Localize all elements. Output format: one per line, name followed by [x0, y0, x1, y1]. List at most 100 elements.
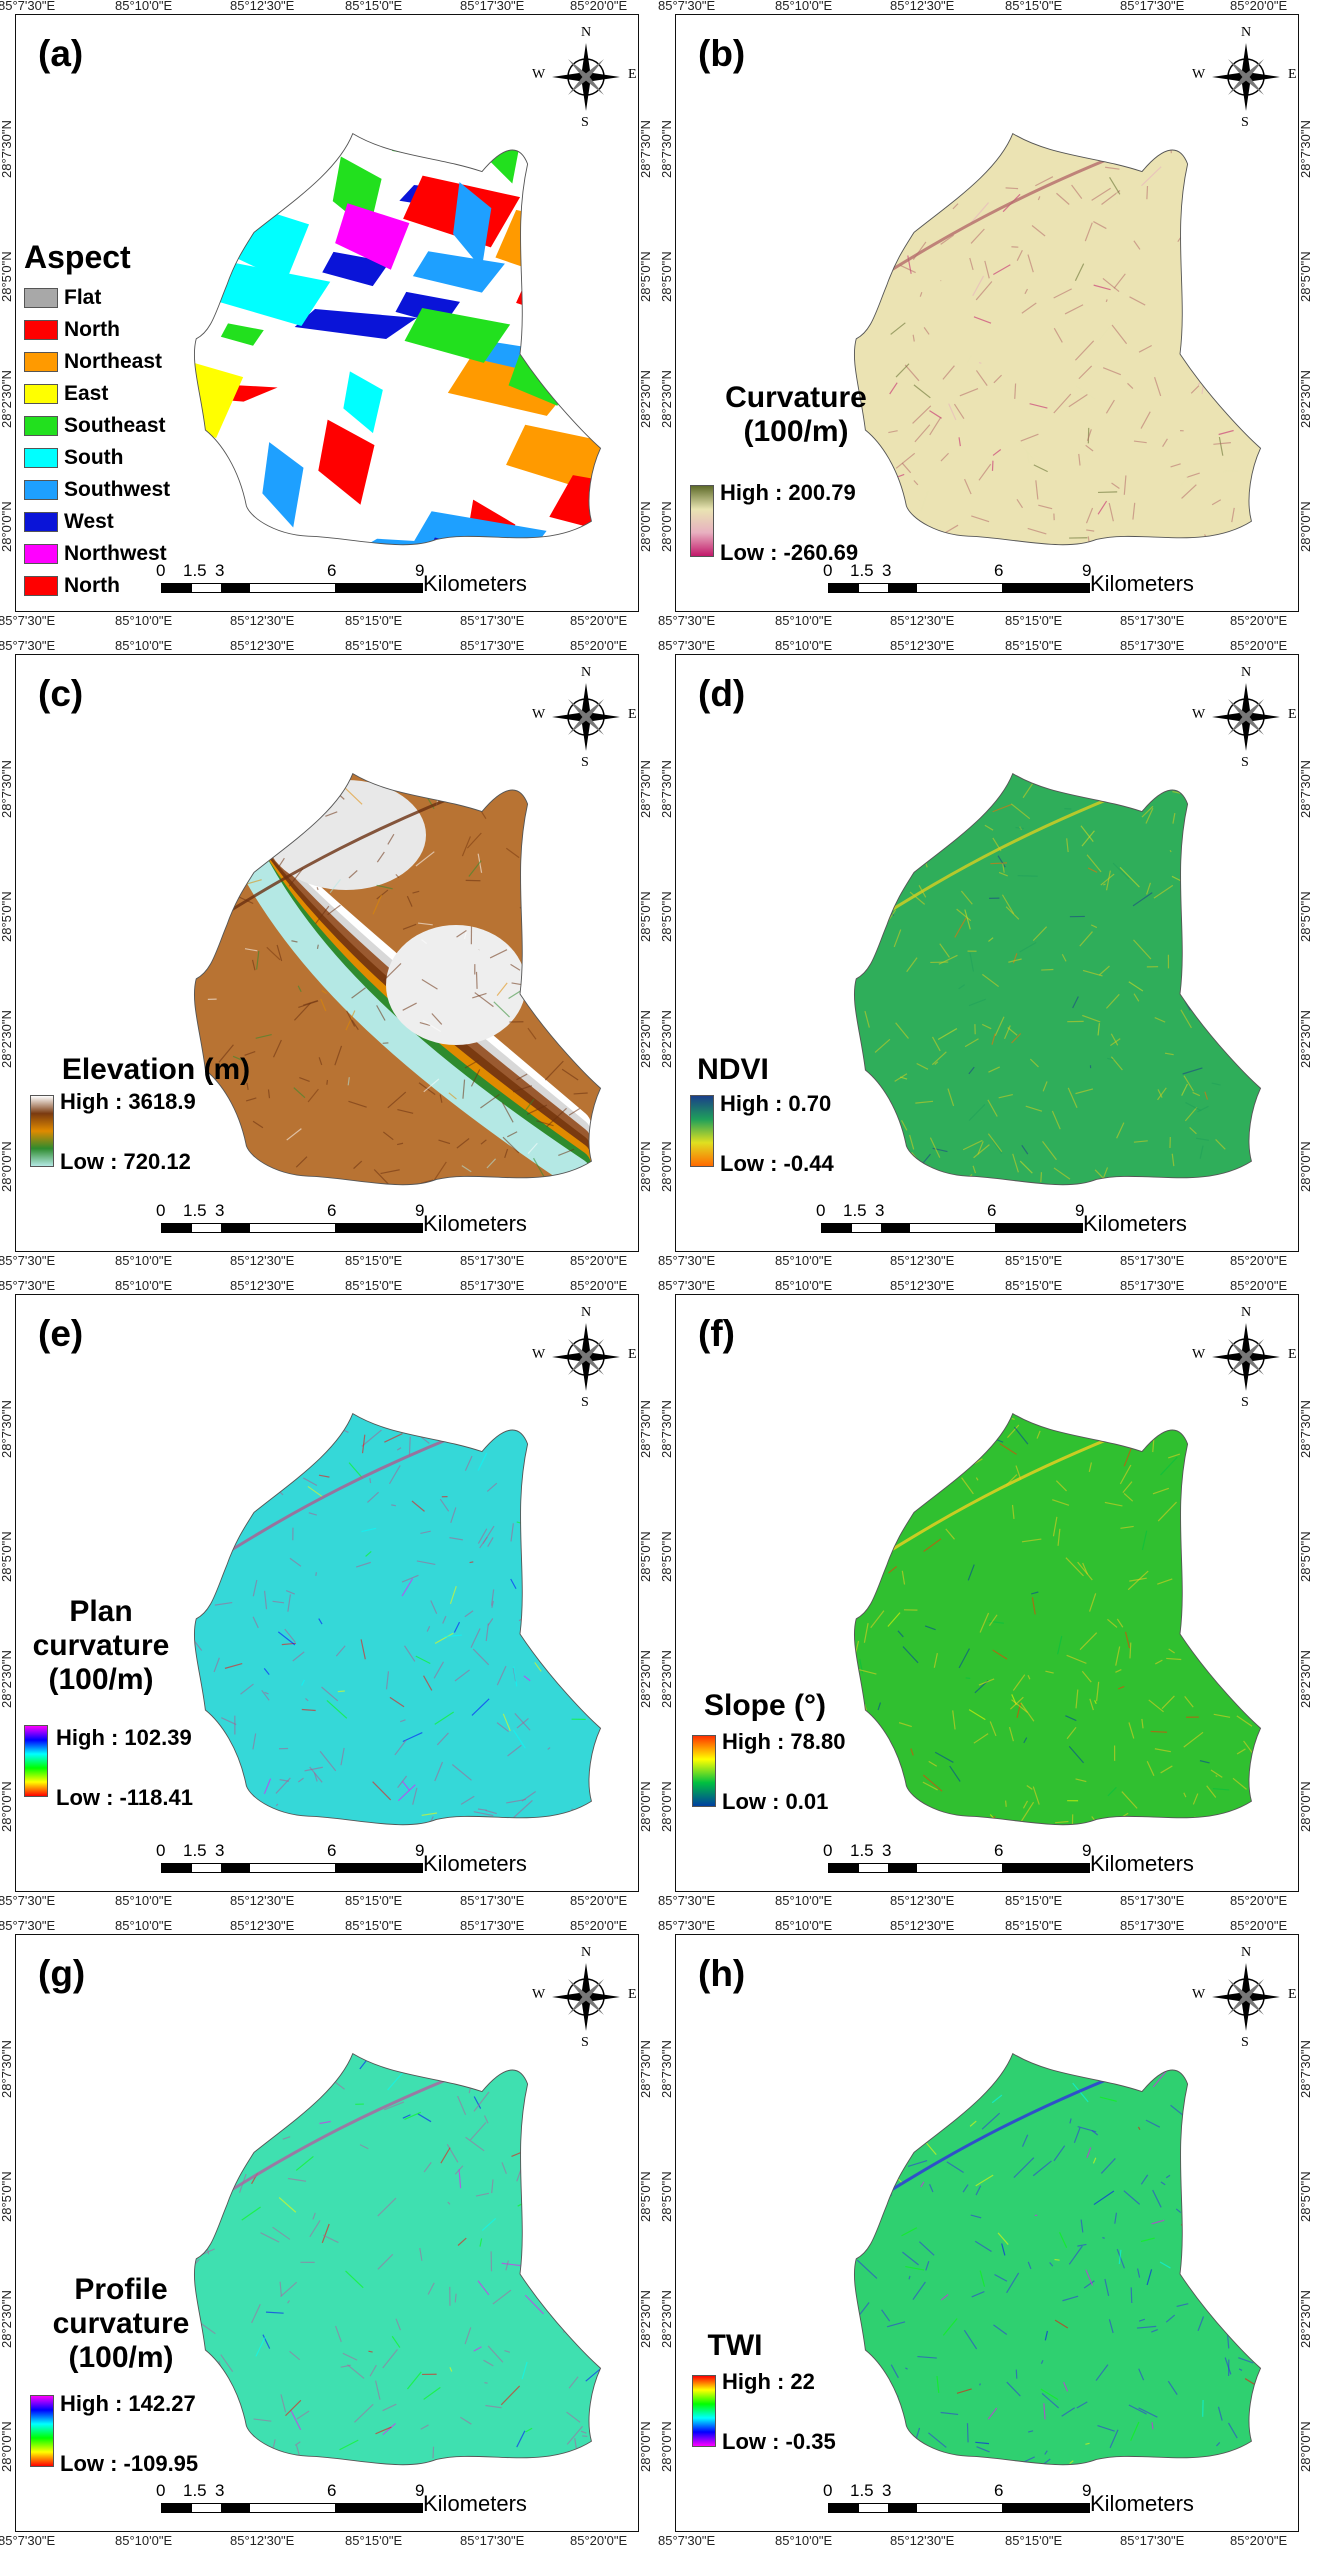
panel-label: (b): [698, 33, 746, 74]
longitude-tick-top: 85°20'0"E: [1230, 0, 1288, 13]
legend-low-label: Low : -0.44: [720, 1151, 834, 1176]
longitude-tick-top: 85°17'30"E: [1120, 1918, 1185, 1933]
legend-color-ramp: [24, 1725, 48, 1797]
latitude-tick-left: 28°7'30"N: [0, 2040, 14, 2098]
compass-e-label: E: [1288, 67, 1297, 82]
legend-high-label: High : 0.70: [720, 1091, 832, 1116]
longitude-tick-top: 85°10'0"E: [775, 1278, 833, 1293]
longitude-tick-top: 85°20'0"E: [570, 638, 628, 653]
legend-low-label: Low : 0.01: [722, 1789, 829, 1814]
longitude-tick-bottom: 85°12'30"E: [230, 1893, 295, 1908]
scale-segment: [1002, 583, 1090, 593]
latitude-tick-right: 28°7'30"N: [638, 1400, 653, 1458]
longitude-tick-bottom: 85°17'30"E: [1120, 2533, 1185, 2548]
map-canvas: [853, 2052, 1262, 2466]
latitude-tick-left: 28°2'30"N: [659, 1010, 674, 1068]
latitude-tick-left: 28°0'0"N: [659, 2421, 674, 2472]
scale-unit: Kilometers: [423, 1851, 527, 1876]
scale-label: 1.5: [183, 2481, 207, 2500]
legend-color-ramp: [692, 1735, 716, 1807]
latitude-tick-right: 28°5'0"N: [1298, 251, 1313, 302]
scale-label: 9: [1082, 1841, 1092, 1860]
scale-segment: [335, 2503, 423, 2513]
longitude-tick-top: 85°10'0"E: [115, 1278, 173, 1293]
scale-label: 1.5: [850, 2481, 874, 2500]
latitude-tick-left: 28°2'30"N: [0, 1010, 14, 1068]
basin-outline: [193, 772, 602, 1186]
scale-segment: [161, 1223, 193, 1233]
longitude-tick-top: 85°15'0"E: [1005, 0, 1063, 13]
panel-label: (a): [38, 33, 84, 74]
longitude-tick-bottom: 85°15'0"E: [1005, 1893, 1063, 1908]
scale-label: 0: [823, 1841, 833, 1860]
legend-item-label: North: [64, 318, 120, 341]
longitude-tick-top: 85°20'0"E: [570, 0, 628, 13]
map-panel-f: 85°7'30"E 85°7'30"E 85°10'0"E 85°10'0"E 85°1…: [658, 1278, 1316, 1908]
legend-item: West: [24, 506, 170, 538]
scale-segment: [249, 2503, 337, 2513]
longitude-tick-top: 85°17'30"E: [460, 0, 525, 13]
scale-segment: [249, 1223, 337, 1233]
scale-label: 0: [823, 561, 833, 580]
longitude-tick-bottom: 85°15'0"E: [345, 1253, 403, 1268]
latitude-tick-left: 28°2'30"N: [0, 2290, 14, 2348]
basin-outline: [193, 1412, 602, 1826]
scale-unit: Kilometers: [423, 2491, 527, 2516]
longitude-tick-top: 85°7'30"E: [658, 1278, 716, 1293]
scale-label: 6: [994, 2481, 1004, 2500]
legend-swatch: [24, 384, 58, 404]
scale-label: 6: [327, 561, 337, 580]
compass-s-label: S: [1241, 2035, 1249, 2050]
longitude-tick-top: 85°20'0"E: [1230, 1278, 1288, 1293]
compass-e-label: E: [1288, 1347, 1297, 1362]
latitude-tick-right: 28°0'0"N: [1298, 2421, 1313, 2472]
latitude-tick-left: 28°0'0"N: [659, 1781, 674, 1832]
map-frame: (e) N S E W 0 1.5 3 6 9 Kilometers Plan curvature (…: [15, 1294, 639, 1892]
longitude-tick-bottom: 85°17'30"E: [1120, 613, 1185, 628]
scale-segment: [995, 1223, 1083, 1233]
longitude-tick-bottom: 85°10'0"E: [775, 613, 833, 628]
latitude-tick-left: 28°2'30"N: [659, 370, 674, 428]
longitude-tick-bottom: 85°15'0"E: [1005, 1253, 1063, 1268]
compass-w-label: W: [532, 707, 546, 722]
legend-item: Northwest: [24, 538, 170, 570]
compass-w-label: W: [532, 1347, 546, 1362]
longitude-tick-top: 85°10'0"E: [115, 0, 173, 13]
map-panel-e: 85°7'30"E 85°7'30"E 85°10'0"E 85°10'0"E 85°1…: [0, 1278, 656, 1908]
scale-label: 6: [994, 561, 1004, 580]
map-canvas: [193, 132, 602, 546]
latitude-tick-right: 28°0'0"N: [1298, 1781, 1313, 1832]
map-canvas: [853, 132, 1262, 546]
legend-title: Profile curvature (100/m): [52, 2273, 190, 2374]
compass-n-label: N: [581, 25, 592, 40]
map-frame: (b) N S E W 0 1.5 3 6 9 Kilometers Curvature (100/m…: [675, 14, 1299, 612]
scale-label: 1.5: [183, 561, 207, 580]
scale-segment: [1002, 2503, 1090, 2513]
compass-n-label: N: [1241, 665, 1252, 680]
latitude-tick-right: 28°5'0"N: [638, 1531, 653, 1582]
latitude-tick-right: 28°5'0"N: [1298, 891, 1313, 942]
longitude-tick-top: 85°15'0"E: [345, 0, 403, 13]
longitude-tick-bottom: 85°17'30"E: [460, 2533, 525, 2548]
scale-label: 0: [156, 2481, 166, 2500]
latitude-tick-right: 28°7'30"N: [1298, 2040, 1313, 2098]
scale-segment: [161, 2503, 193, 2513]
basin-outline: [193, 2052, 602, 2466]
longitude-tick-top: 85°12'30"E: [230, 1918, 295, 1933]
longitude-tick-bottom: 85°10'0"E: [115, 2533, 173, 2548]
latitude-tick-right: 28°5'0"N: [638, 251, 653, 302]
longitude-tick-top: 85°15'0"E: [345, 638, 403, 653]
latitude-tick-right: 28°5'0"N: [1298, 2171, 1313, 2222]
basin-outline: [853, 2052, 1262, 2466]
longitude-tick-bottom: 85°12'30"E: [230, 2533, 295, 2548]
legend-item-label: East: [64, 382, 109, 405]
scale-segment: [335, 1223, 423, 1233]
map-frame: (g) N S E W 0 1.5 3 6 9 Kilometers Profile curvatur…: [15, 1934, 639, 2532]
map-canvas: [853, 772, 1262, 1186]
scale-segment: [858, 583, 890, 593]
longitude-tick-top: 85°7'30"E: [0, 1918, 56, 1933]
longitude-tick-top: 85°20'0"E: [570, 1918, 628, 1933]
north-arrow-icon: N S E W: [532, 1945, 637, 2050]
legend-item: Southeast: [24, 410, 170, 442]
longitude-tick-bottom: 85°20'0"E: [1230, 1893, 1288, 1908]
